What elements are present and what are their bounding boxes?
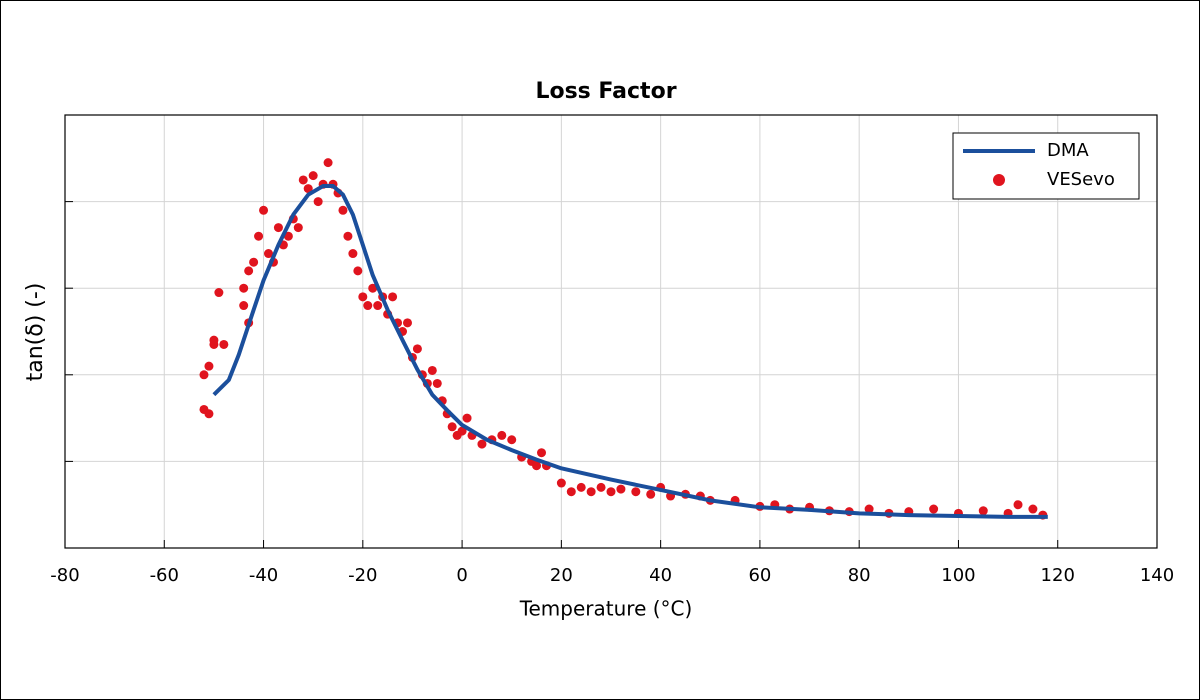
scatter-point <box>249 257 259 267</box>
scatter-point <box>204 361 214 371</box>
scatter-point <box>566 487 576 497</box>
scatter-point <box>497 430 507 440</box>
scatter-point <box>358 292 368 302</box>
scatter-point <box>343 231 353 241</box>
scatter-point <box>308 171 318 181</box>
scatter-point <box>1013 500 1023 510</box>
scatter-point <box>323 158 333 168</box>
scatter-point <box>254 231 264 241</box>
scatter-point <box>586 487 596 497</box>
scatter-point <box>338 205 348 215</box>
scatter-point <box>507 435 517 445</box>
scatter-point <box>929 504 939 514</box>
legend-marker <box>993 174 1005 186</box>
scatter-point <box>616 484 626 494</box>
scatter-point <box>432 378 442 388</box>
scatter-point <box>606 487 616 497</box>
scatter-point <box>631 487 641 497</box>
scatter-point <box>283 231 293 241</box>
x-tick-label: 20 <box>550 565 573 586</box>
scatter-point <box>353 266 363 276</box>
x-tick-label: 140 <box>1140 565 1174 586</box>
scatter-point <box>259 205 269 215</box>
scatter-point <box>457 426 467 436</box>
x-tick-label: -40 <box>249 565 278 586</box>
x-tick-label: 80 <box>848 565 871 586</box>
scatter-point <box>219 339 229 349</box>
scatter-point <box>298 175 308 185</box>
x-tick-label: 40 <box>649 565 672 586</box>
dma-line <box>212 184 1048 519</box>
scatter-point <box>239 283 249 293</box>
x-tick-label: 60 <box>748 565 771 586</box>
scatter-point <box>532 461 542 471</box>
scatter-point <box>373 301 383 311</box>
chart-title: Loss Factor <box>535 79 676 104</box>
scatter-point <box>537 448 547 458</box>
x-tick-label: 0 <box>456 565 467 586</box>
legend-label: DMA <box>1047 140 1089 161</box>
scatter-point <box>209 335 219 345</box>
scatter-point <box>264 249 274 259</box>
scatter-point <box>214 288 224 298</box>
legend-box <box>952 132 1140 200</box>
x-tick-label: -20 <box>348 565 377 586</box>
scatter-point <box>199 370 209 380</box>
scatter-point <box>412 344 422 354</box>
scatter-point <box>427 365 437 375</box>
axes-box <box>64 114 1158 549</box>
legend-label: VESevo <box>1047 169 1115 190</box>
scatter-point <box>596 482 606 492</box>
x-tick-label: -60 <box>150 565 179 586</box>
scatter-point <box>239 301 249 311</box>
y-axis-label: tan(δ) (-) <box>23 283 48 382</box>
scatter-point <box>368 283 378 293</box>
scatter-point <box>244 266 254 276</box>
scatter-point <box>1028 504 1038 514</box>
scatter-point <box>978 506 988 516</box>
scatter-point <box>864 504 874 514</box>
scatter-point <box>402 318 412 328</box>
scatter-point <box>273 223 283 233</box>
scatter-point <box>477 439 487 449</box>
x-axis-label: Temperature (°C) <box>519 597 693 621</box>
scatter-point <box>348 249 358 259</box>
scatter-point <box>204 409 214 419</box>
x-tick-label: -80 <box>50 565 79 586</box>
scatter-point <box>293 223 303 233</box>
scatter-point <box>313 197 323 207</box>
scatter-point <box>447 422 457 432</box>
scatter-point <box>388 292 398 302</box>
scatter-point <box>462 413 472 423</box>
scatter-point <box>646 489 656 499</box>
scatter-point <box>576 482 586 492</box>
scatter-point <box>363 301 373 311</box>
x-tick-label: 100 <box>941 565 975 586</box>
x-tick-label: 120 <box>1041 565 1075 586</box>
scatter-point <box>303 184 313 194</box>
scatter-point <box>556 478 566 488</box>
